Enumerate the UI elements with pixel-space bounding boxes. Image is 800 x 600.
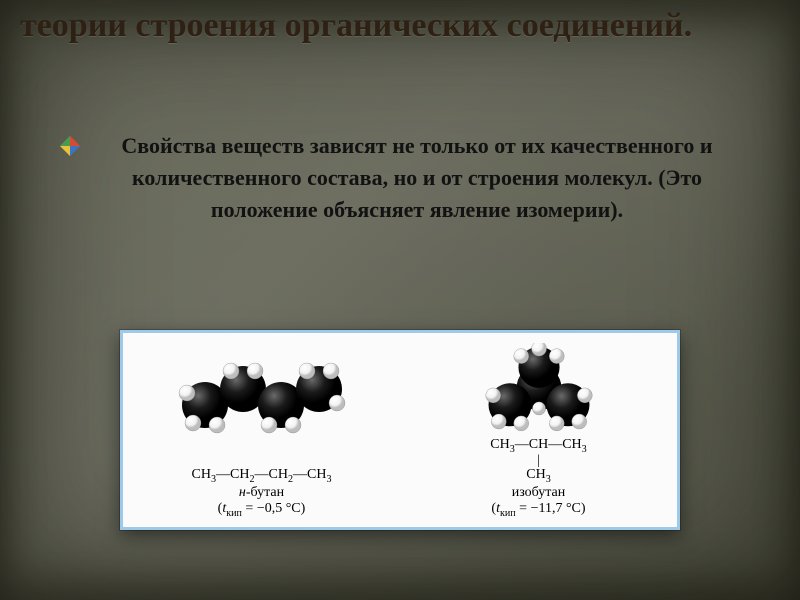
molecule-isobutane: CH3—CH—CH3|CH3изобутан(tкип = −11,7 °C) bbox=[400, 333, 677, 527]
n-butane-formula: CH3—CH2—CH2—CH3н-бутан(tкип = −0,5 °C) bbox=[192, 467, 332, 519]
isomer-figure: CH3—CH2—CH2—CH3н-бутан(tкип = −0,5 °C) C… bbox=[120, 330, 680, 530]
isobutane-formula: CH3—CH—CH3|CH3изобутан(tкип = −11,7 °C) bbox=[490, 437, 586, 520]
bullet-diamond-icon bbox=[60, 136, 80, 156]
molecule-n-butane: CH3—CH2—CH2—CH3н-бутан(tкип = −0,5 °C) bbox=[123, 333, 400, 527]
body-paragraph: Свойства веществ зависят не только от их… bbox=[94, 130, 740, 226]
slide-title: теории строения органических соединений. bbox=[20, 6, 780, 45]
n-butane-model bbox=[147, 343, 377, 443]
isobutane-model bbox=[424, 343, 654, 437]
bullet-block: Свойства веществ зависят не только от их… bbox=[60, 130, 740, 226]
